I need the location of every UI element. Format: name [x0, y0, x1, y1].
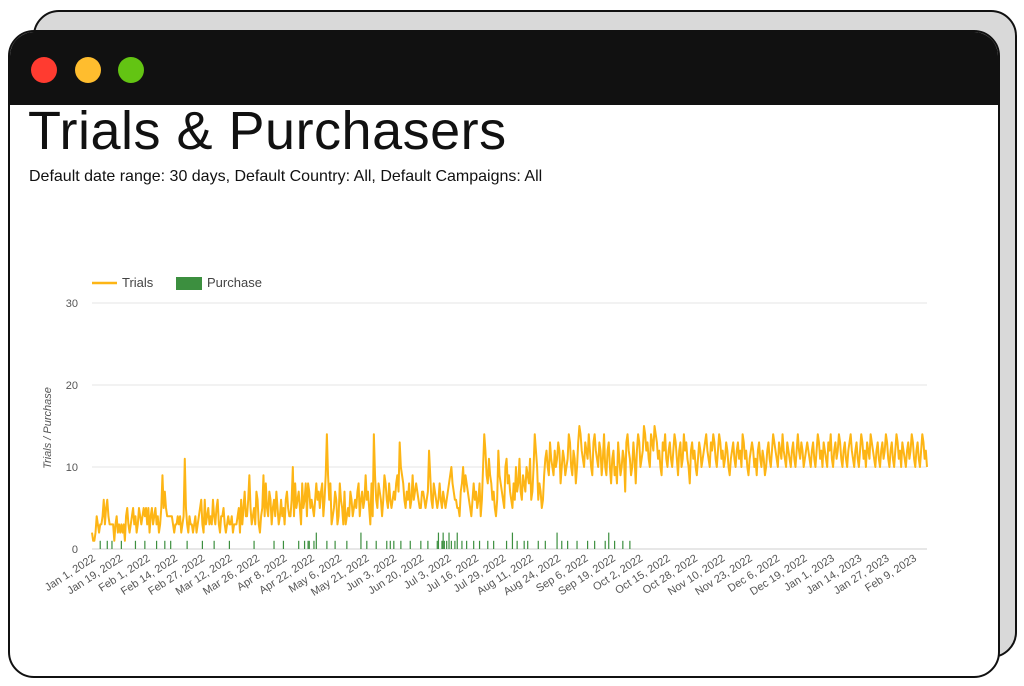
purchase-bar: [201, 540, 203, 549]
purchase-bar: [155, 540, 158, 549]
browser-window: [8, 30, 1000, 678]
y-axis-ticks: 0 10 20 30: [66, 298, 78, 556]
purchase-bar: [442, 532, 444, 549]
purchase-bar: [614, 540, 616, 549]
purchase-bar: [393, 540, 395, 549]
purchase-bar: [313, 540, 315, 549]
purchase-bar: [386, 540, 388, 549]
y-tick-label: 10: [66, 462, 78, 474]
purchase-bar: [134, 540, 137, 549]
purchase-bar: [516, 540, 518, 549]
chart-grid: [92, 302, 927, 550]
purchase-bar: [303, 540, 306, 549]
purchase-bar: [456, 532, 458, 549]
purchase-bar: [437, 532, 440, 549]
purchase-bar: [561, 540, 563, 549]
purchase-bar: [576, 540, 578, 549]
purchase-bar: [446, 540, 448, 549]
purchase-bar: [186, 540, 188, 549]
chart-legend: Trials Purchase: [92, 275, 262, 290]
y-tick-label: 0: [72, 544, 78, 556]
trials-series-line: [91, 425, 928, 542]
purchase-bar: [567, 540, 569, 549]
purchase-bar: [478, 540, 481, 549]
legend-trials-label: Trials: [122, 275, 154, 290]
purchase-bar: [448, 532, 450, 549]
purchase-bar: [111, 540, 113, 549]
purchase-bar: [99, 540, 101, 549]
purchase-bar: [409, 540, 411, 549]
purchase-bar: [436, 540, 438, 549]
purchase-bar: [556, 532, 558, 549]
purchase-bar: [629, 540, 631, 549]
purchase-bar: [120, 540, 122, 549]
purchase-bar: [608, 532, 610, 549]
purchase-bar: [315, 532, 317, 549]
window-titlebar: [10, 32, 998, 105]
purchase-bar: [273, 540, 275, 549]
purchase-bar: [450, 540, 452, 549]
purchase-bar: [461, 540, 463, 549]
purchase-bar: [537, 540, 539, 549]
purchase-bar: [366, 540, 368, 549]
purchase-bar: [346, 540, 348, 549]
purchase-bar: [544, 540, 546, 549]
purchase-bar: [228, 540, 231, 549]
purchase-bar: [622, 540, 624, 549]
maximize-window-dot-icon[interactable]: [118, 57, 144, 83]
close-window-dot-icon[interactable]: [31, 57, 57, 83]
y-axis-label: Trials / Purchase: [42, 387, 54, 469]
purchase-bar: [213, 540, 215, 549]
purchase-bar: [164, 540, 166, 549]
y-tick-label: 30: [66, 298, 78, 310]
purchase-bar: [307, 540, 309, 549]
purchase-bars: [99, 532, 631, 549]
purchase-bar: [427, 540, 429, 549]
y-tick-label: 20: [66, 380, 78, 392]
purchase-bar: [505, 540, 508, 549]
page-title: Trials & Purchasers: [28, 101, 507, 161]
legend-purchase-label: Purchase: [207, 275, 262, 290]
purchase-bar: [594, 540, 596, 549]
purchase-bar: [454, 540, 456, 549]
purchase-bar: [466, 540, 468, 549]
purchase-bar: [282, 540, 285, 549]
purchase-bar: [170, 540, 172, 549]
purchase-bar: [298, 540, 300, 549]
purchase-bar: [487, 540, 489, 549]
purchase-bar: [253, 540, 255, 549]
purchase-bar: [493, 540, 495, 549]
purchase-bar: [400, 540, 402, 549]
legend-purchase-swatch: [176, 277, 202, 290]
purchase-bar: [334, 540, 336, 549]
purchase-bar: [375, 540, 377, 549]
purchase-bar: [604, 540, 606, 549]
purchase-bar: [441, 540, 443, 549]
purchase-bar: [389, 540, 391, 549]
purchase-bar: [326, 540, 328, 549]
minimize-window-dot-icon[interactable]: [75, 57, 101, 83]
purchase-bar: [473, 540, 475, 549]
purchase-bar: [420, 540, 422, 549]
purchase-bar: [523, 540, 525, 549]
purchase-bar: [527, 540, 529, 549]
purchase-bar: [308, 540, 310, 549]
purchase-bar: [511, 532, 514, 549]
page-subtitle: Default date range: 30 days, Default Cou…: [29, 168, 543, 185]
purchase-bar: [586, 540, 589, 549]
purchase-bar: [144, 540, 146, 549]
purchase-bar: [360, 532, 362, 549]
purchase-bar: [443, 540, 445, 549]
purchase-bar: [106, 540, 108, 549]
